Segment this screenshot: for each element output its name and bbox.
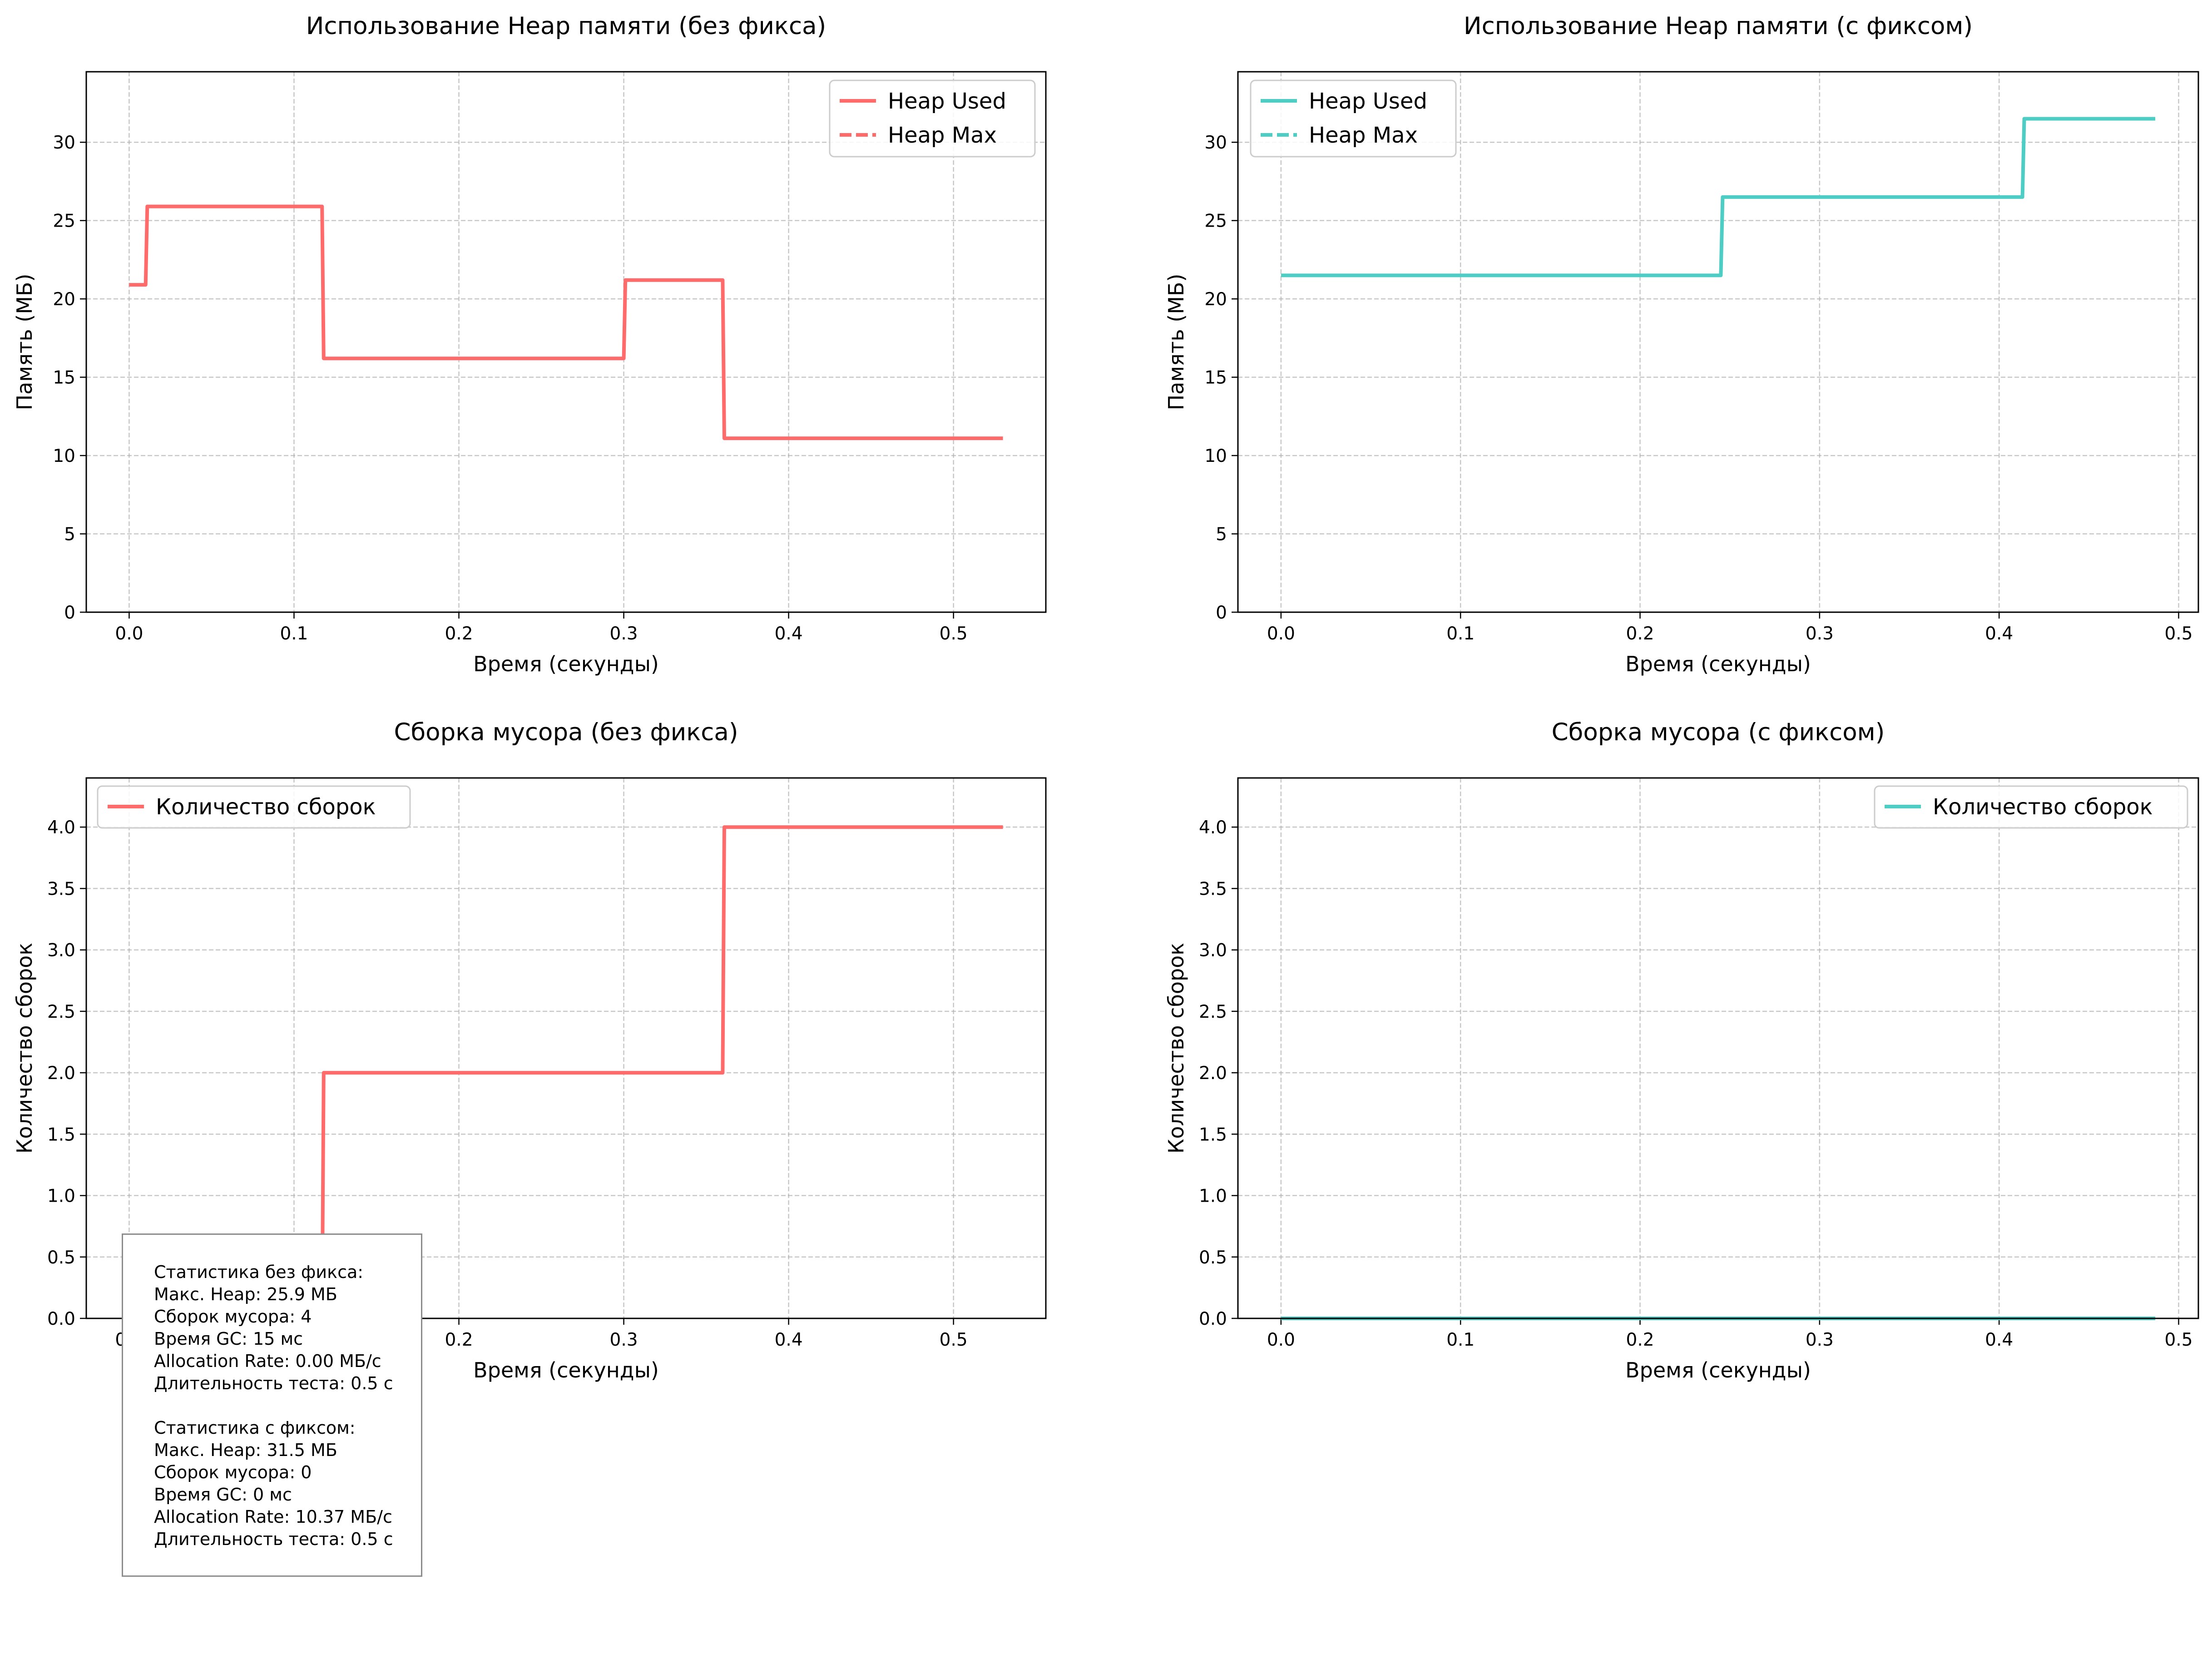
stats-fix-gc-time: Время GC: 0 мс: [154, 1485, 292, 1505]
chart1-x-tick-label: 0.1: [280, 624, 308, 644]
chart2-x-tick-label: 0.3: [1806, 624, 1834, 644]
chart3-legend-box: [97, 785, 411, 829]
chart1-title: Использование Heap памяти (без фикса): [306, 12, 826, 40]
chart3-x-tick-label: 0.4: [775, 1330, 803, 1350]
chart4-x-tick-label: 0.3: [1806, 1330, 1834, 1350]
chart2-y-tick-label: 10: [1204, 446, 1227, 466]
chart4-x-tick-label: 0.1: [1446, 1330, 1475, 1350]
chart2-series-line: [1281, 117, 2156, 277]
stats-no-fix-duration: Длительность теста: 0.5 с: [154, 1373, 393, 1393]
stats-fix-duration: Длительность теста: 0.5 с: [154, 1529, 393, 1549]
chart4-x-tick-label: 0.2: [1626, 1330, 1654, 1350]
chart2-legend-box: [1250, 79, 1457, 158]
stats-fix-alloc-rate: Allocation Rate: 10.37 МБ/с: [154, 1507, 392, 1527]
chart3-title: Сборка мусора (без фикса): [394, 718, 738, 746]
chart1-y-tick-label: 10: [53, 446, 75, 466]
chart4-y-tick-label: 0.0: [1199, 1309, 1227, 1329]
chart3-y-tick-label: 0.5: [47, 1248, 75, 1268]
chart1-y-tick-label: 30: [53, 133, 75, 153]
chart4-legend-box: [1874, 785, 2188, 829]
chart3-y-tick-label: 0.0: [47, 1309, 75, 1329]
chart4-plot-frame: [1237, 777, 2199, 1319]
chart1-legend-box: [829, 79, 1036, 158]
chart3-y-tick-label: 2.0: [47, 1063, 75, 1084]
chart4-y-tick-label: 3.5: [1199, 879, 1227, 899]
chart4-y-tick-label: 1.5: [1199, 1124, 1227, 1145]
chart1-legend-label: Heap Used: [888, 89, 1006, 114]
stats-fix-gc-count: Сборок мусора: 0: [154, 1462, 312, 1482]
chart2-legend-label: Heap Used: [1309, 89, 1427, 114]
chart1-y-tick-label: 15: [53, 368, 75, 388]
chart2-x-tick-label: 0.2: [1626, 624, 1654, 644]
chart1-series-line: [129, 204, 1003, 441]
chart2-y-tick-label: 30: [1204, 133, 1227, 153]
chart3-y-tick-label: 3.5: [47, 879, 75, 899]
chart1-x-tick-label: 0.2: [445, 624, 473, 644]
chart2-legend-label: Heap Max: [1309, 123, 1418, 148]
chart2-y-tick-label: 20: [1204, 289, 1227, 310]
chart4-y-tick-label: 2.0: [1199, 1063, 1227, 1084]
chart1-legend-label: Heap Max: [888, 123, 997, 148]
chart1-x-tick-label: 0.3: [610, 624, 638, 644]
stats-fix-max-heap: Макс. Heap: 31.5 МБ: [154, 1440, 337, 1460]
stats-no-fix-gc-count: Сборок мусора: 4: [154, 1307, 312, 1327]
stats-spacer: [154, 1395, 421, 1417]
chart4-y-axis-label: Количество сборок: [1164, 943, 1188, 1154]
chart2-y-tick-label: 5: [1216, 525, 1227, 545]
chart1-y-tick-label: 25: [53, 211, 75, 232]
chart4-title: Сборка мусора (с фиксом): [1552, 718, 1885, 746]
chart2-x-tick-label: 0.0: [1267, 624, 1295, 644]
chart3-y-tick-label: 2.5: [47, 1002, 75, 1022]
chart3-y-tick-label: 3.0: [47, 941, 75, 961]
chart2-y-tick-label: 15: [1204, 368, 1227, 388]
chart4-x-tick-label: 0.5: [2164, 1330, 2192, 1350]
chart3-plot-frame: [85, 777, 1047, 1319]
chart2-y-tick-label: 0: [1216, 603, 1227, 623]
chart2-plot-frame: [1237, 71, 2199, 613]
chart1-x-axis-label: Время (секунды): [473, 652, 659, 676]
chart1-y-tick-label: 20: [53, 289, 75, 310]
chart4-x-tick-label: 0.4: [1985, 1330, 2013, 1350]
chart1-y-tick-label: 0: [64, 603, 75, 623]
stats-no-fix-max-heap: Макс. Heap: 25.9 МБ: [154, 1284, 337, 1304]
chart4-y-tick-label: 2.5: [1199, 1002, 1227, 1022]
chart1-plot-frame: [85, 71, 1047, 613]
chart3-y-tick-label: 1.5: [47, 1124, 75, 1145]
chart2-x-tick-label: 0.5: [2164, 624, 2192, 644]
chart3-x-tick-label: 0.3: [610, 1330, 638, 1350]
stats-no-fix-alloc-rate: Allocation Rate: 0.00 МБ/с: [154, 1351, 381, 1371]
chart4-x-tick-label: 0.0: [1267, 1330, 1295, 1350]
chart4-x-axis-label: Время (секунды): [1625, 1358, 1811, 1382]
chart2-x-tick-label: 0.4: [1985, 624, 2013, 644]
chart1-x-tick-label: 0.0: [115, 624, 143, 644]
stats-no-fix-gc-time: Время GC: 15 мс: [154, 1329, 303, 1349]
chart3-y-tick-label: 1.0: [47, 1186, 75, 1207]
chart3-y-tick-label: 4.0: [47, 817, 75, 838]
statistics-box: Статистика без фикса: Макс. Heap: 25.9 М…: [122, 1233, 422, 1577]
chart4-legend-label: Количество сборок: [1933, 794, 2153, 820]
chart1-y-axis-label: Память (МБ): [12, 274, 37, 411]
chart2-x-tick-label: 0.1: [1446, 624, 1475, 644]
stats-no-fix-header: Статистика без фикса:: [154, 1262, 364, 1282]
chart1-x-tick-label: 0.5: [940, 624, 968, 644]
chart2-y-tick-label: 25: [1204, 211, 1227, 232]
stats-fix-header: Статистика с фиксом:: [154, 1418, 356, 1438]
chart2-y-axis-label: Память (МБ): [1164, 274, 1188, 411]
chart4-y-tick-label: 3.0: [1199, 941, 1227, 961]
chart3-x-axis-label: Время (секунды): [473, 1358, 659, 1382]
chart1-x-tick-label: 0.4: [775, 624, 803, 644]
chart4-y-tick-label: 1.0: [1199, 1186, 1227, 1207]
chart4-y-tick-label: 0.5: [1199, 1248, 1227, 1268]
chart3-y-axis-label: Количество сборок: [12, 943, 37, 1154]
chart4-y-tick-label: 4.0: [1199, 817, 1227, 838]
chart2-title: Использование Heap памяти (с фиксом): [1464, 12, 1973, 40]
chart3-x-tick-label: 0.2: [445, 1330, 473, 1350]
chart1-y-tick-label: 5: [64, 525, 75, 545]
chart2-x-axis-label: Время (секунды): [1625, 652, 1811, 676]
chart3-legend-label: Количество сборок: [156, 794, 376, 820]
chart3-x-tick-label: 0.5: [940, 1330, 968, 1350]
